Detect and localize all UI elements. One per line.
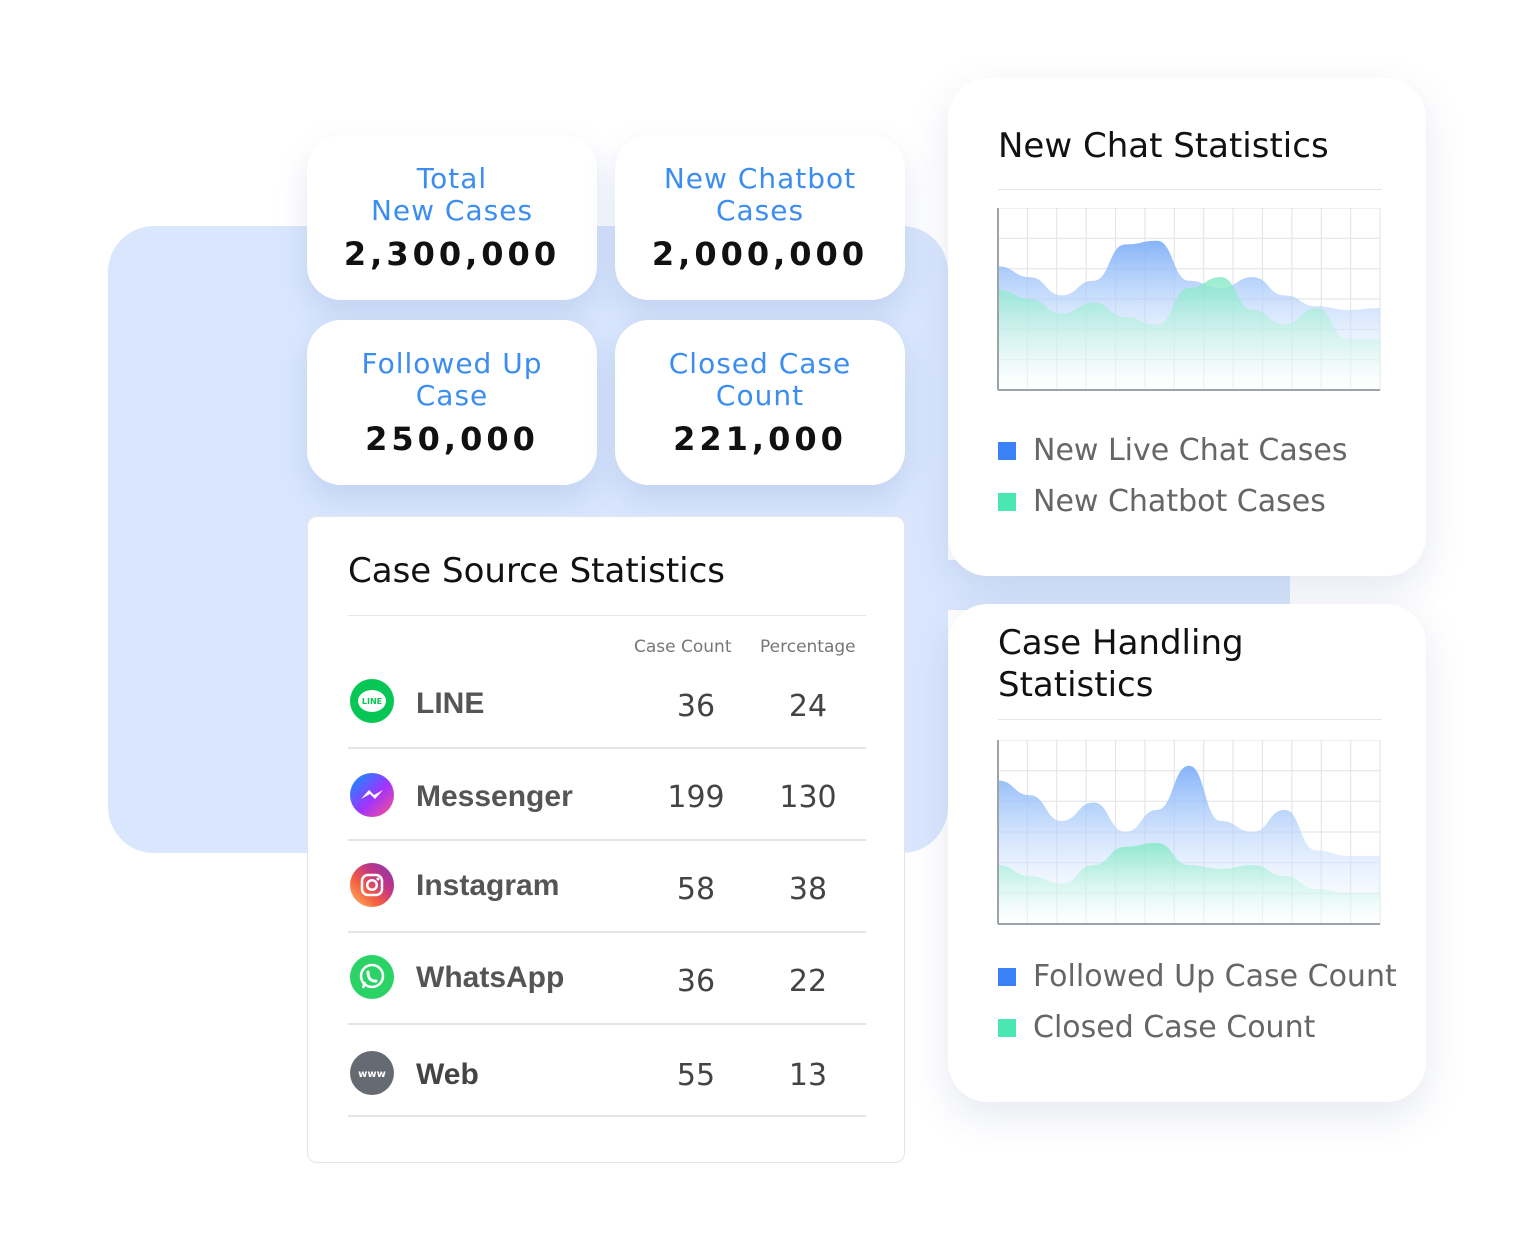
source-name: Web [416,1058,479,1091]
source-count: 55 [676,1058,716,1093]
case-handling-area-chart [997,740,1381,925]
source-name: Instagram [416,869,560,902]
source-row-messenger[interactable]: Messenger 199 130 [348,749,866,841]
legend-item-closed: Closed Case Count [998,1010,1315,1045]
stat-label: Total New Cases [370,162,534,227]
case-source-card: Case Source Statistics Case Count Percen… [307,516,905,1163]
case-source-title: Case Source Statistics [348,551,726,591]
legend-item-followed-up: Followed Up Case Count [998,959,1397,994]
legend-swatch-blue [998,967,1016,986]
svg-text:LINE: LINE [362,697,382,706]
source-row-instagram[interactable]: Instagram 58 38 [348,841,866,933]
instagram-icon [350,863,394,907]
source-count: 36 [676,964,716,999]
case-handling-title: Case Handling Statistics [998,623,1244,705]
new-chat-statistics-card: New Chat Statistics New Live Chat Cases … [948,78,1426,576]
divider [998,189,1382,190]
source-percentage: 24 [788,689,828,724]
series-area-closed-case-count [998,843,1380,924]
stat-label: Closed Case Count [668,347,852,412]
series-area-new-chatbot-cases [998,277,1380,390]
divider [348,615,866,616]
stat-card-followed-up-case: Followed Up Case 250,000 [307,320,597,485]
stat-value: 221,000 [673,420,847,458]
legend-label: Closed Case Count [1033,1010,1316,1045]
row-divider [348,839,866,841]
legend-item-chatbot: New Chatbot Cases [998,484,1326,519]
whatsapp-icon [350,955,394,999]
source-name: WhatsApp [416,961,565,994]
new-chat-title: New Chat Statistics [998,126,1329,166]
divider [998,719,1382,720]
source-percentage: 22 [788,964,828,999]
legend-swatch-blue [998,441,1016,460]
row-divider [348,747,866,749]
stat-label: New Chatbot Cases [663,162,857,227]
source-name: Messenger [416,780,573,813]
source-name: LINE [416,687,485,720]
source-row-line[interactable]: LINE LINE 36 24 [348,657,866,749]
row-divider [348,1115,866,1117]
col-header-case-count: Case Count [634,637,732,657]
case-handling-statistics-card: Case Handling Statistics Followed Up Cas… [948,604,1426,1102]
source-count: 199 [667,780,725,815]
stat-card-new-chatbot-cases: New Chatbot Cases 2,000,000 [615,135,905,300]
new-chat-area-chart [997,208,1381,391]
row-divider [348,1023,866,1025]
row-divider [348,931,866,933]
legend-label: New Chatbot Cases [1033,484,1326,519]
stat-value: 2,300,000 [343,235,561,273]
stat-value: 250,000 [365,420,539,458]
source-row-whatsapp[interactable]: WhatsApp 36 22 [348,933,866,1025]
legend-swatch-green [998,492,1016,511]
legend-label: New Live Chat Cases [1033,433,1348,468]
messenger-icon [350,773,394,817]
stat-value: 2,000,000 [651,235,869,273]
svg-text:www: www [358,1069,386,1080]
web-icon: www [350,1051,394,1095]
stat-card-total-new-cases: Total New Cases 2,300,000 [307,135,597,300]
line-icon: LINE [350,679,394,723]
source-count: 36 [676,689,716,724]
source-row-web[interactable]: www Web 55 13 [348,1025,866,1117]
legend-label: Followed Up Case Count [1033,959,1397,994]
legend-item-live-chat: New Live Chat Cases [998,433,1347,468]
source-percentage: 38 [788,872,828,907]
source-percentage: 130 [779,780,837,815]
source-percentage: 13 [788,1058,828,1093]
col-header-percentage: Percentage [760,637,856,657]
stat-card-closed-case-count: Closed Case Count 221,000 [615,320,905,485]
source-count: 58 [676,872,716,907]
legend-swatch-green [998,1018,1016,1037]
stat-label: Followed Up Case [361,347,543,412]
